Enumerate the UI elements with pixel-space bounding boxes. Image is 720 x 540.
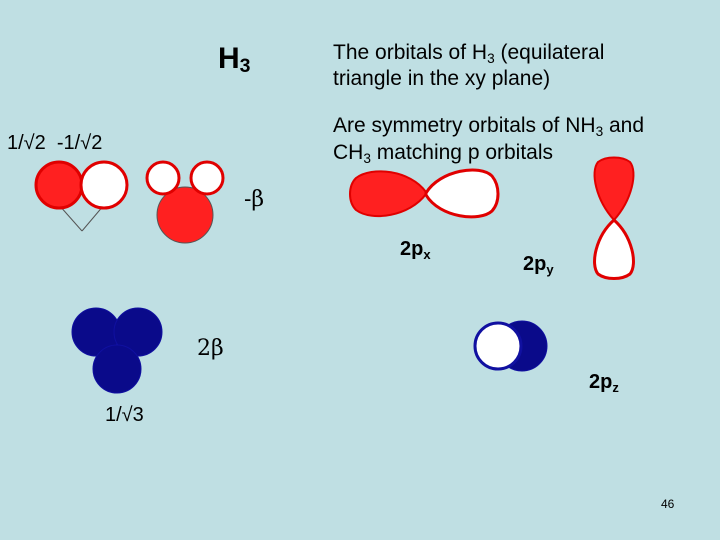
h-1s-bottom — [92, 344, 142, 394]
description-line-3: Are symmetry orbitals of NH3 and — [333, 114, 645, 139]
px-lobe-positive — [349, 170, 427, 217]
description-line-1: The orbitals of H3 (equilateral — [333, 41, 605, 66]
node-line-right — [81, 204, 105, 232]
slide-title: H3 — [218, 42, 251, 77]
h-1s-top-right — [113, 307, 163, 357]
py-orbital — [593, 156, 635, 280]
node-line-left — [58, 204, 83, 232]
label-2py: 2py — [523, 253, 554, 277]
label-2pz: 2pz — [589, 371, 619, 395]
pz-orbital — [473, 320, 548, 372]
h-1s-negative — [79, 160, 129, 210]
description-line-2: triangle in the xy plane) — [333, 67, 551, 90]
h-1s-small-negative-left — [145, 160, 181, 196]
page-number: 46 — [661, 497, 675, 511]
pz-lobe-front — [473, 321, 523, 371]
coefficient-third: 1/√3 — [105, 404, 144, 426]
h-1s-positive — [34, 160, 84, 210]
py-lobe-negative — [593, 217, 635, 280]
h-1s-small-negative-right — [189, 160, 225, 196]
coefficient-half: 1/√2 -1/√2 — [7, 132, 103, 154]
h3-antisymmetric-salc — [34, 160, 129, 232]
h3-mixed-salc — [145, 160, 225, 244]
description-line-4: CH3 matching p orbitals — [333, 141, 554, 166]
energy-minus-beta: -β — [244, 187, 265, 212]
energy-two-beta: 2β — [197, 336, 224, 361]
h-1s-large-positive — [156, 186, 214, 244]
px-orbital — [349, 168, 500, 219]
px-lobe-negative — [424, 168, 500, 219]
h3-symmetric-salc — [71, 307, 163, 394]
label-2px: 2px — [400, 238, 431, 262]
py-lobe-positive — [593, 156, 635, 222]
